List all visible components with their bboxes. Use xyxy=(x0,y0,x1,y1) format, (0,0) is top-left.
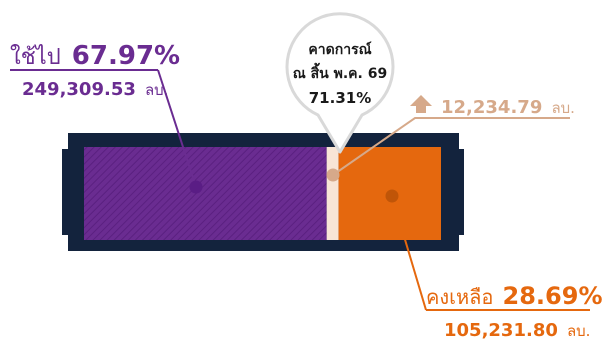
remaining-marker-dot xyxy=(385,189,399,203)
used-unit: ลบ. xyxy=(145,81,168,99)
forecast-callout-bubble xyxy=(285,12,395,154)
used-amount: 249,309.53 xyxy=(22,79,136,100)
svg-text:12,234.79 ลบ.: 12,234.79 ลบ. xyxy=(441,97,575,118)
used-leader-line xyxy=(157,69,197,188)
bar-segment-used xyxy=(84,147,327,240)
arrow-up-icon xyxy=(410,95,432,113)
remaining-amount: 105,231.80 xyxy=(444,320,558,341)
increase-unit: ลบ. xyxy=(551,99,574,117)
svg-text:105,231.80 ลบ.: 105,231.80 ลบ. xyxy=(444,320,590,341)
bar-frame-notch-left xyxy=(62,149,70,235)
svg-text:ใช้ไป 67.97%: ใช้ไป 67.97% xyxy=(10,41,180,71)
used-label: ใช้ไป xyxy=(10,44,61,70)
used-percent: 67.97% xyxy=(72,41,180,71)
callout-line2: ณ สิ้น พ.ค. 69 xyxy=(293,62,387,82)
callout-percent: 71.31% xyxy=(309,89,371,107)
increase-leader-line xyxy=(332,117,570,176)
svg-text:คงเหลือ 28.69%: คงเหลือ 28.69% xyxy=(426,282,603,310)
callout-line1: คาดการณ์ xyxy=(308,41,371,58)
increase-amount: 12,234.79 xyxy=(441,97,542,118)
bar-segments xyxy=(84,147,441,240)
remaining-label: คงเหลือ xyxy=(426,285,493,309)
remaining-leader-line xyxy=(391,195,427,311)
remaining-percent: 28.69% xyxy=(503,282,603,310)
used-marker-dot xyxy=(189,180,203,194)
bar-frame-notch-right xyxy=(456,149,464,235)
bar-segment-forecast xyxy=(326,147,339,240)
increase-marker-dot xyxy=(326,168,340,182)
svg-text:249,309.53 ลบ.: 249,309.53 ลบ. xyxy=(22,79,168,100)
remaining-unit: ลบ. xyxy=(567,322,590,340)
